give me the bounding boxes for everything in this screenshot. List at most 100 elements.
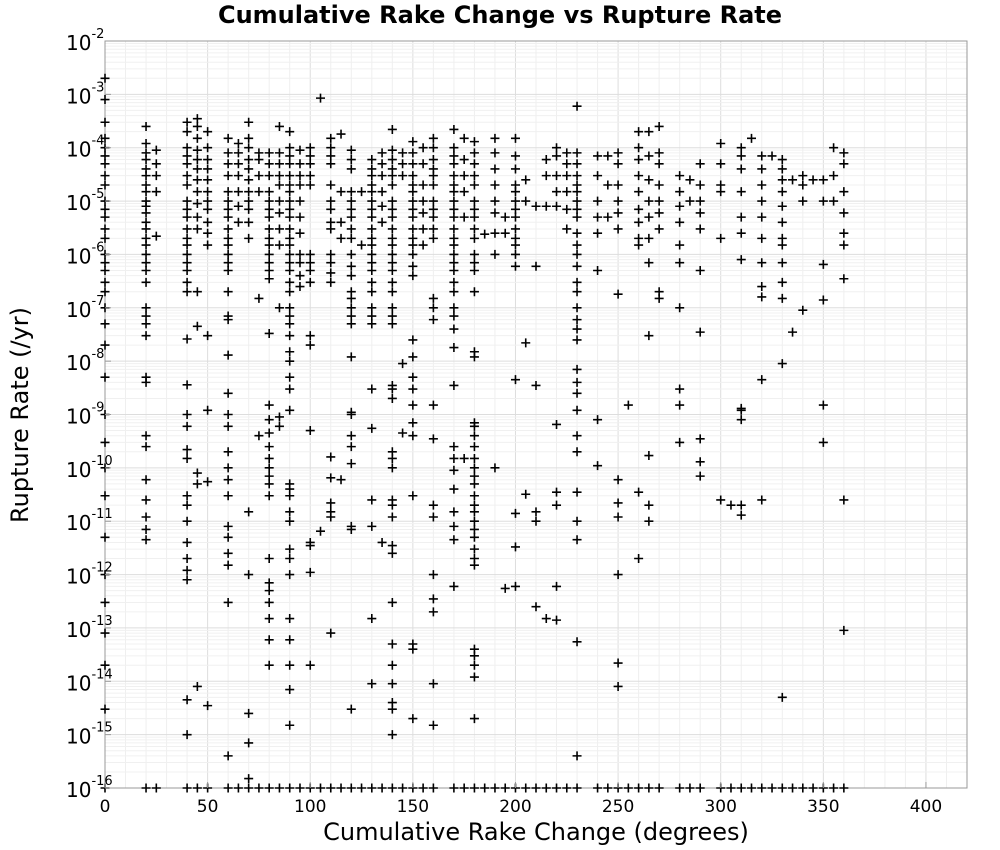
data-point [613, 570, 623, 580]
data-point [695, 224, 705, 234]
data-point [469, 204, 479, 214]
data-point [469, 148, 479, 158]
data-point [387, 145, 397, 155]
data-point [644, 233, 654, 243]
data-point [449, 265, 459, 275]
data-point [100, 180, 110, 190]
data-point [829, 171, 839, 181]
data-point [788, 175, 798, 185]
data-point [387, 319, 397, 329]
data-point [449, 143, 459, 153]
data-point [449, 277, 459, 287]
data-point [387, 463, 397, 473]
data-point [623, 400, 633, 410]
data-point [428, 155, 438, 165]
data-point [644, 175, 654, 185]
data-point [182, 537, 192, 547]
data-point [510, 151, 520, 161]
data-point [408, 644, 418, 654]
data-point [141, 303, 151, 313]
x-tick-label: 50 [197, 797, 219, 817]
data-point [387, 196, 397, 206]
data-point [839, 148, 849, 158]
data-point [387, 597, 397, 607]
data-point [387, 303, 397, 313]
data-point [367, 319, 377, 329]
data-point [757, 292, 767, 302]
data-point [459, 453, 469, 463]
data-point [695, 327, 705, 337]
data-point [295, 228, 305, 238]
data-point [449, 224, 459, 234]
data-point [182, 117, 192, 127]
data-point [244, 217, 254, 227]
data-point [233, 148, 243, 158]
data-point [264, 159, 274, 169]
data-point [839, 625, 849, 635]
data-point [326, 258, 336, 268]
x-tick-label: 350 [807, 797, 839, 817]
data-point [716, 187, 726, 197]
data-point [408, 400, 418, 410]
data-point [100, 151, 110, 161]
x-tick-label: 0 [100, 797, 111, 817]
data-point [469, 714, 479, 724]
data-point [387, 311, 397, 321]
data-point [141, 524, 151, 534]
data-point [818, 175, 828, 185]
data-point [192, 783, 202, 793]
data-point [428, 212, 438, 222]
data-point [346, 212, 356, 222]
data-point [223, 388, 233, 398]
data-point [326, 204, 336, 214]
x-tick-label: 300 [704, 797, 736, 817]
data-point [295, 171, 305, 181]
data-point [675, 258, 685, 268]
data-point [418, 208, 428, 218]
data-point [305, 180, 315, 190]
data-point [808, 783, 818, 793]
data-point [839, 240, 849, 250]
data-point [336, 475, 346, 485]
data-point [469, 660, 479, 670]
data-point [223, 204, 233, 214]
data-point [346, 145, 356, 155]
data-point [274, 208, 284, 218]
data-point [367, 155, 377, 165]
data-point [151, 783, 161, 793]
data-point [100, 265, 110, 275]
data-point [346, 311, 356, 321]
data-point [223, 521, 233, 531]
data-point [449, 204, 459, 214]
data-point [254, 155, 264, 165]
data-point [274, 171, 284, 181]
data-point [264, 586, 274, 596]
data-point [100, 319, 110, 329]
data-point [285, 491, 295, 501]
data-point [469, 560, 479, 570]
data-point [736, 212, 746, 222]
data-point [285, 372, 295, 382]
data-point [192, 468, 202, 478]
data-point [408, 187, 418, 197]
data-point [264, 453, 274, 463]
data-point [572, 315, 582, 325]
data-point [182, 695, 192, 705]
data-point [141, 121, 151, 131]
data-points [100, 73, 849, 793]
data-point [100, 73, 110, 83]
data-point [285, 783, 295, 793]
data-point [675, 437, 685, 447]
data-point [264, 224, 274, 234]
data-point [203, 164, 213, 174]
data-point [233, 138, 243, 148]
data-point [367, 265, 377, 275]
data-point [223, 171, 233, 181]
data-point [572, 364, 582, 374]
data-point [449, 343, 459, 353]
data-point [387, 277, 397, 287]
data-point [387, 393, 397, 403]
data-point [736, 405, 746, 415]
y-tick-label: 10-3 [66, 80, 104, 108]
data-point [398, 159, 408, 169]
